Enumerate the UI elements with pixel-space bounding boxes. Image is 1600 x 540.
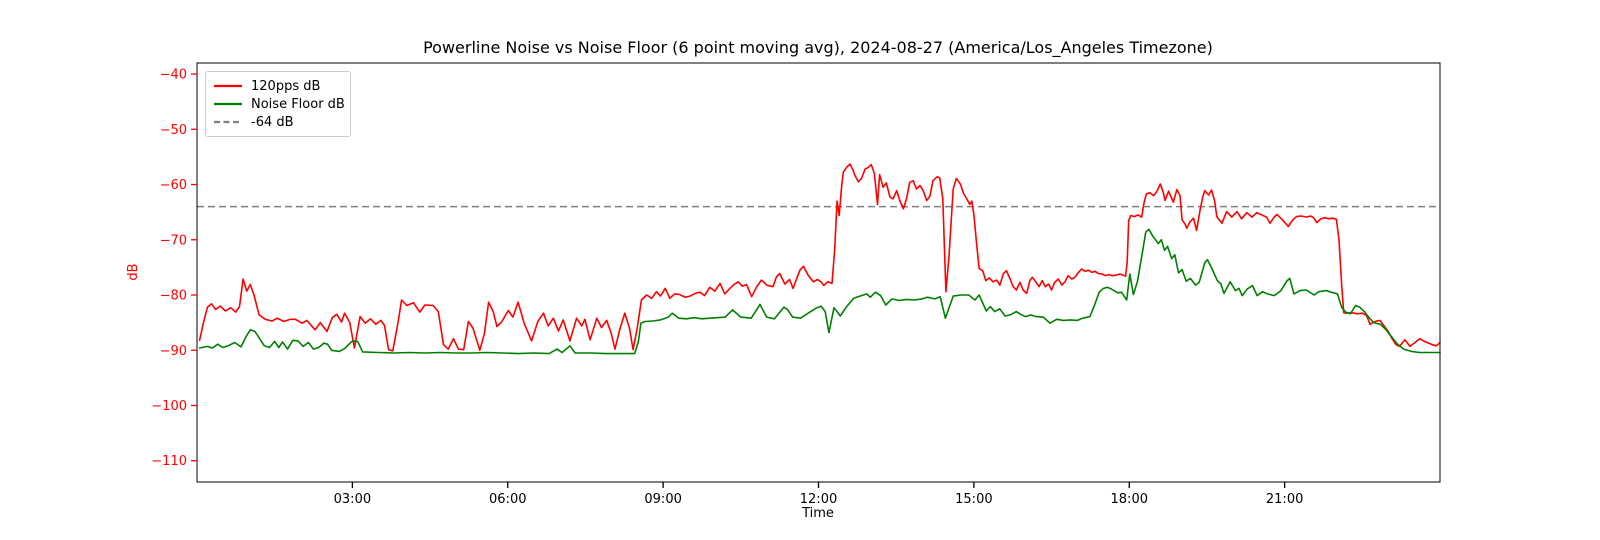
x-tick-label: 03:00 xyxy=(334,492,371,507)
plot-frame xyxy=(196,62,1441,483)
legend: 120pps dB Noise Floor dB -64 dB xyxy=(205,71,351,137)
x-tick-label: 09:00 xyxy=(644,492,681,507)
chart-title: Powerline Noise vs Noise Floor (6 point … xyxy=(423,38,1213,58)
x-tick-label: 06:00 xyxy=(489,492,526,507)
y-tick-label: −110 xyxy=(151,454,187,469)
x-axis-label: Time xyxy=(801,506,834,521)
x-tick-label: 12:00 xyxy=(800,492,837,507)
y-axis-label: dB xyxy=(126,263,141,280)
legend-entry-threshold: -64 dB xyxy=(214,113,342,131)
y-tick-label: −80 xyxy=(160,289,187,304)
y-tick-label: −70 xyxy=(160,233,187,248)
legend-line-red-icon xyxy=(214,84,242,88)
series-line-0 xyxy=(198,163,1441,352)
y-tick-label: −90 xyxy=(160,344,187,359)
legend-line-dashed-icon xyxy=(214,120,242,124)
x-tick-label: 21:00 xyxy=(1266,492,1303,507)
series-line-1 xyxy=(198,228,1441,355)
y-tick-label: −50 xyxy=(160,123,187,138)
legend-line-green-icon xyxy=(214,102,242,106)
x-tick-label: 15:00 xyxy=(955,492,992,507)
legend-entry-120pps: 120pps dB xyxy=(214,77,342,95)
legend-entry-noise-floor: Noise Floor dB xyxy=(214,95,345,113)
legend-label-noise-floor: Noise Floor dB xyxy=(251,96,345,112)
y-tick-label: −100 xyxy=(151,399,187,414)
y-tick-label: −60 xyxy=(160,178,187,193)
y-tick-label: −40 xyxy=(160,68,187,83)
legend-label-threshold: -64 dB xyxy=(251,114,294,130)
plot-generated-layer: −40 −50 −60 −70 −80 −90 −100 −110 03:00 06:00 09:0… xyxy=(151,62,1441,507)
legend-label-120pps: 120pps dB xyxy=(251,78,321,94)
x-tick-label: 18:00 xyxy=(1111,492,1148,507)
